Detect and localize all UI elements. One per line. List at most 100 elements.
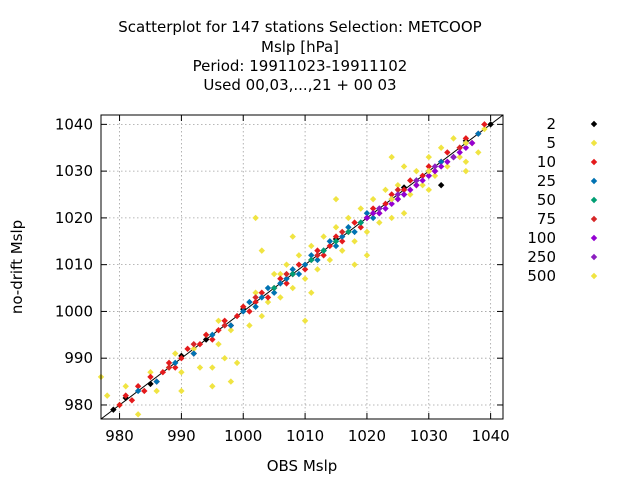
data-point [172, 359, 179, 367]
data-point [351, 238, 358, 245]
data-point [202, 331, 210, 339]
data-point [134, 387, 142, 395]
data-point [221, 322, 228, 329]
data-point [258, 247, 265, 254]
data-point [110, 406, 117, 413]
data-point [326, 242, 334, 250]
data-point [153, 378, 160, 385]
data-point [184, 345, 191, 353]
data-point [394, 195, 402, 203]
data-point [369, 205, 377, 212]
title-line-2: Mslp [hPa] [261, 38, 339, 56]
data-point [153, 387, 160, 395]
data-point [116, 401, 123, 409]
series-5 [97, 125, 488, 418]
data-point [209, 336, 216, 343]
data-point [339, 247, 346, 254]
legend-label: 500 [527, 267, 556, 285]
data-point [209, 383, 216, 390]
data-point [388, 195, 395, 203]
y-tick-label: 980 [64, 396, 93, 414]
data-point [339, 233, 346, 240]
data-point [376, 219, 383, 226]
data-point [431, 163, 439, 170]
data-point [363, 252, 371, 259]
data-point [425, 167, 432, 175]
data-point [388, 191, 395, 198]
data-point [475, 130, 482, 137]
series-250 [376, 153, 457, 212]
data-point [270, 289, 278, 296]
data-point [462, 139, 470, 147]
legend-label: 25 [537, 172, 556, 190]
data-point [147, 380, 154, 388]
data-point [202, 336, 210, 343]
data-point [400, 191, 408, 198]
data-point [264, 298, 272, 306]
data-point [240, 303, 247, 310]
title-line-4: Used 00,03,...,21 + 00 03 [203, 76, 396, 94]
data-point [332, 233, 340, 240]
data-point [141, 387, 148, 395]
data-point [314, 256, 321, 264]
data-point [419, 177, 426, 184]
legend-label: 75 [537, 210, 556, 228]
data-point [407, 177, 414, 184]
data-point [134, 411, 142, 418]
data-point [419, 172, 426, 179]
legend-marker [590, 234, 598, 242]
x-tick-label: 990 [167, 427, 196, 445]
data-point [345, 224, 352, 231]
data-point [178, 387, 185, 395]
data-point [363, 210, 371, 217]
data-point [475, 149, 482, 156]
data-point [215, 317, 222, 324]
data-point [314, 266, 321, 273]
data-point [444, 158, 451, 165]
data-point [413, 177, 420, 184]
data-point [332, 242, 340, 250]
data-point [462, 135, 470, 142]
data-point [209, 331, 216, 339]
data-point [462, 158, 470, 165]
data-point [400, 186, 408, 194]
series-500 [388, 139, 470, 203]
data-point [481, 125, 488, 133]
legend-marker [590, 139, 598, 147]
data-point [450, 135, 457, 142]
data-point [425, 163, 432, 170]
data-point [369, 195, 377, 203]
data-point [246, 322, 253, 329]
axis-ticks: 980 990 1000 1010 1020 1030 1040 980 990 1000 1010… [55, 115, 510, 445]
data-point [295, 252, 303, 259]
data-point [382, 186, 389, 194]
data-point [178, 355, 185, 362]
data-point [468, 139, 476, 147]
data-point [376, 205, 383, 212]
data-point [320, 247, 327, 254]
data-point [487, 121, 494, 128]
data-point [394, 186, 402, 194]
data-point [320, 252, 327, 259]
data-point [258, 289, 265, 296]
data-point [252, 298, 259, 306]
data-point [277, 270, 284, 278]
x-tick-label: 980 [105, 427, 134, 445]
data-point [190, 340, 197, 348]
data-point [165, 359, 173, 367]
data-point [351, 219, 358, 226]
data-point [103, 392, 111, 399]
data-point [283, 261, 290, 268]
data-point [289, 233, 296, 240]
data-point [345, 228, 352, 236]
data-point [233, 312, 241, 320]
y-tick-label: 1040 [55, 115, 93, 133]
data-point [252, 214, 259, 222]
data-point [227, 322, 235, 329]
data-point [215, 326, 222, 334]
data-point [289, 284, 296, 292]
data-point [270, 284, 278, 292]
data-point [339, 238, 346, 245]
data-point [431, 172, 439, 179]
data-point [227, 378, 235, 385]
